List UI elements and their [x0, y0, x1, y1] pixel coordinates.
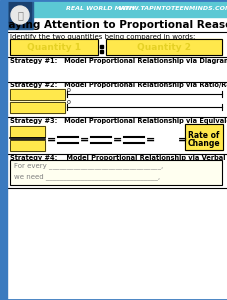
Text: =: = — [178, 135, 187, 145]
Bar — [184, 124, 222, 150]
Bar — [10, 89, 65, 100]
Bar — [10, 126, 45, 137]
Text: 0: 0 — [67, 88, 71, 92]
Text: we need ________________________________,: we need ________________________________… — [14, 174, 159, 180]
Bar — [10, 102, 65, 113]
Text: For every ________________________________,: For every ______________________________… — [14, 163, 163, 170]
Bar — [0, 0, 7, 300]
Bar — [7, 0, 227, 17]
Bar — [106, 39, 221, 55]
Bar — [106, 39, 221, 55]
Text: Strategy #2:   Model Proportional Relationship via Ratio/Rate Scale: Strategy #2: Model Proportional Relation… — [10, 82, 227, 88]
Bar — [100, 45, 103, 48]
Text: 🧠: 🧠 — [17, 10, 23, 20]
Bar — [10, 140, 45, 151]
Bar — [184, 124, 222, 150]
Circle shape — [11, 6, 29, 24]
Text: Paying Attention to Proportional Reasoning: Paying Attention to Proportional Reasoni… — [1, 20, 227, 30]
Text: Strategy #4:    Model Proportional Relationship via Verbal Description: Strategy #4: Model Proportional Relation… — [10, 155, 227, 161]
Bar — [10, 160, 221, 185]
Bar — [100, 50, 103, 53]
Text: =: = — [146, 135, 155, 145]
Bar — [10, 39, 98, 55]
Bar — [10, 160, 221, 185]
Text: Identify the two quantities being compared in words:: Identify the two quantities being compar… — [10, 34, 195, 40]
Text: REAL WORLD MATH: REAL WORLD MATH — [65, 7, 134, 11]
Text: Quantity 2: Quantity 2 — [136, 43, 190, 52]
Text: Strategy #3:   Model Proportional Relationship via Equivalent Fractions: Strategy #3: Model Proportional Relation… — [10, 118, 227, 124]
Bar — [10, 140, 45, 151]
Bar — [9, 2, 31, 27]
Text: 0: 0 — [67, 100, 71, 106]
Bar — [10, 39, 98, 55]
Bar — [10, 102, 65, 113]
Text: =: = — [47, 135, 56, 145]
Bar — [10, 126, 45, 137]
Text: =: = — [80, 135, 89, 145]
Text: Rate of: Rate of — [188, 130, 219, 140]
Text: WWW.TAPINTOTEENMINDS.COM: WWW.TAPINTOTEENMINDS.COM — [118, 7, 227, 11]
Text: Change: Change — [187, 140, 219, 148]
Text: Quantity 1: Quantity 1 — [27, 43, 81, 52]
Bar — [10, 89, 65, 100]
Bar — [7, 0, 33, 29]
Text: Strategy #1:   Model Proportional Relationship via Diagram / Sketch: Strategy #1: Model Proportional Relation… — [10, 58, 227, 64]
Text: =: = — [113, 135, 122, 145]
